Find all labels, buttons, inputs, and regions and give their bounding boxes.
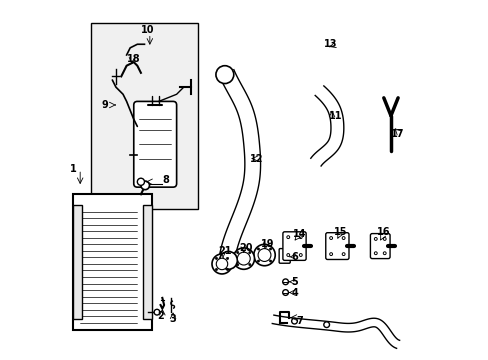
- Text: 21: 21: [218, 247, 231, 256]
- Circle shape: [219, 251, 237, 269]
- Circle shape: [269, 260, 271, 262]
- Circle shape: [141, 181, 149, 190]
- Circle shape: [257, 260, 259, 262]
- Circle shape: [323, 322, 329, 328]
- Circle shape: [299, 253, 302, 256]
- Bar: [142, 205, 151, 319]
- Circle shape: [291, 318, 297, 324]
- Polygon shape: [218, 70, 260, 263]
- FancyBboxPatch shape: [283, 232, 305, 260]
- Circle shape: [282, 279, 288, 285]
- Circle shape: [236, 251, 238, 253]
- Bar: [73, 205, 82, 319]
- Text: 5: 5: [290, 277, 297, 287]
- Circle shape: [383, 252, 386, 255]
- Text: 4: 4: [290, 288, 297, 297]
- Bar: [73, 194, 151, 330]
- Circle shape: [248, 264, 250, 266]
- FancyBboxPatch shape: [279, 249, 290, 263]
- Text: 17: 17: [390, 129, 404, 139]
- Circle shape: [215, 257, 217, 260]
- Circle shape: [329, 237, 332, 239]
- Circle shape: [257, 248, 259, 250]
- Circle shape: [286, 236, 289, 239]
- Circle shape: [248, 251, 250, 253]
- Circle shape: [342, 253, 345, 256]
- Text: 11: 11: [328, 111, 342, 121]
- Text: 10: 10: [141, 25, 155, 35]
- Text: 8: 8: [162, 175, 169, 185]
- Circle shape: [236, 264, 238, 266]
- Circle shape: [299, 236, 302, 239]
- Circle shape: [216, 66, 233, 84]
- Text: 18: 18: [127, 54, 140, 64]
- Text: 9: 9: [102, 100, 108, 110]
- Circle shape: [226, 269, 228, 271]
- Circle shape: [154, 309, 160, 315]
- Circle shape: [374, 252, 376, 255]
- Circle shape: [137, 178, 144, 185]
- Circle shape: [383, 238, 386, 240]
- Text: 12: 12: [250, 154, 263, 163]
- Circle shape: [258, 249, 270, 261]
- Bar: [91, 23, 198, 208]
- Circle shape: [216, 258, 227, 270]
- Circle shape: [286, 253, 289, 256]
- Circle shape: [212, 254, 231, 274]
- Circle shape: [233, 248, 254, 269]
- Circle shape: [329, 253, 332, 256]
- Circle shape: [269, 248, 271, 250]
- Circle shape: [282, 290, 288, 296]
- Text: 3: 3: [169, 314, 176, 324]
- Circle shape: [215, 269, 217, 271]
- Text: 13: 13: [323, 39, 336, 49]
- Text: 20: 20: [239, 243, 252, 253]
- Text: 1: 1: [69, 164, 76, 174]
- FancyBboxPatch shape: [325, 233, 348, 260]
- Text: 16: 16: [376, 227, 390, 237]
- Text: 14: 14: [292, 229, 306, 239]
- Circle shape: [226, 257, 228, 260]
- Circle shape: [374, 238, 376, 240]
- Text: 7: 7: [296, 316, 303, 326]
- Text: 2: 2: [157, 311, 163, 321]
- FancyBboxPatch shape: [134, 102, 176, 187]
- Polygon shape: [310, 86, 343, 166]
- Text: 19: 19: [261, 239, 274, 249]
- Circle shape: [253, 244, 275, 266]
- Text: 6: 6: [290, 252, 297, 262]
- Polygon shape: [272, 315, 399, 348]
- FancyBboxPatch shape: [370, 234, 389, 258]
- Circle shape: [237, 252, 250, 265]
- Circle shape: [342, 237, 345, 239]
- Text: 15: 15: [333, 227, 347, 237]
